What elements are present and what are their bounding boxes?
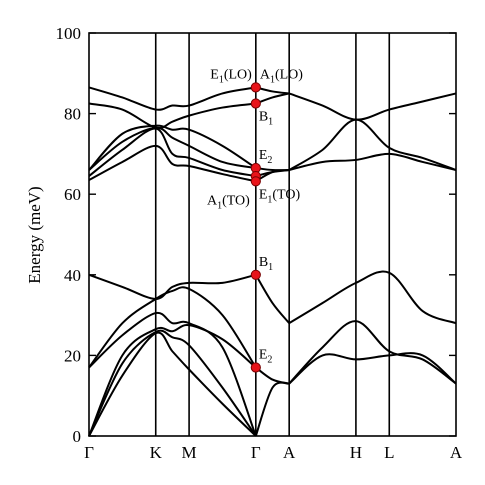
phonon-band-1 — [88, 331, 257, 437]
x-tick-label: A — [283, 443, 296, 462]
mode-point — [250, 269, 261, 280]
phonon-band-23 — [288, 270, 457, 325]
phonon-band-7 — [88, 144, 257, 183]
phonon-band-10 — [88, 124, 257, 171]
mode-point — [250, 176, 261, 187]
x-tick-label: H — [350, 443, 362, 462]
phonon-band-9 — [88, 126, 256, 171]
phonon-band-26 — [288, 92, 457, 121]
mode-label: E1(LO) — [210, 67, 252, 85]
phonon-band-5 — [88, 286, 257, 369]
y-tick-label: 40 — [64, 266, 81, 285]
phonon-band-4 — [88, 311, 257, 437]
mode-label: B1 — [259, 255, 273, 273]
phonon-band-14 — [255, 366, 290, 385]
phonon-band-3 — [88, 324, 257, 437]
mode-point — [250, 98, 261, 109]
x-tick-label: K — [150, 443, 163, 462]
x-tick-label: Γ — [84, 443, 94, 462]
mode-label: E2 — [259, 347, 273, 365]
phonon-band-19 — [255, 92, 290, 105]
y-tick-label: 80 — [64, 105, 81, 124]
y-tick-label: 60 — [64, 185, 81, 204]
phonon-band-25 — [288, 118, 457, 171]
phonon-band-6 — [88, 273, 257, 300]
x-tick-label: Γ — [251, 443, 261, 462]
mode-label: B1 — [259, 110, 273, 128]
x-tick-label: M — [182, 443, 197, 462]
phonon-band-22 — [288, 320, 457, 385]
y-tick-label: 100 — [56, 24, 82, 43]
phonon-band-12 — [88, 86, 256, 111]
mode-point — [250, 362, 261, 373]
phonon-band-15 — [254, 274, 290, 324]
x-tick-label: A — [450, 443, 463, 462]
mode-label: E2 — [259, 148, 273, 166]
phonon-band-2 — [88, 329, 257, 437]
phonon-band-21 — [288, 352, 457, 385]
phonon-band-24 — [288, 152, 457, 171]
mode-label: E1(TO) — [259, 187, 301, 205]
x-tick-label: L — [384, 443, 394, 462]
phonon-band-11 — [88, 102, 256, 130]
y-tick-label: 20 — [64, 346, 81, 365]
mode-point — [250, 82, 261, 93]
y-tick-label: 0 — [73, 427, 82, 446]
y-axis-title: Energy (meV) — [25, 186, 44, 283]
phonon-band-13 — [254, 381, 290, 437]
plot-layer: 0 20 40 60 80 100 Γ K M Γ A H L A E1(LO) A1(LO) B1 E2 E1(T… — [56, 24, 463, 462]
mode-label: A1(TO) — [207, 193, 250, 211]
phonon-band-8 — [88, 127, 256, 178]
mode-label: A1(LO) — [260, 67, 303, 85]
plot-frame — [88, 32, 457, 437]
